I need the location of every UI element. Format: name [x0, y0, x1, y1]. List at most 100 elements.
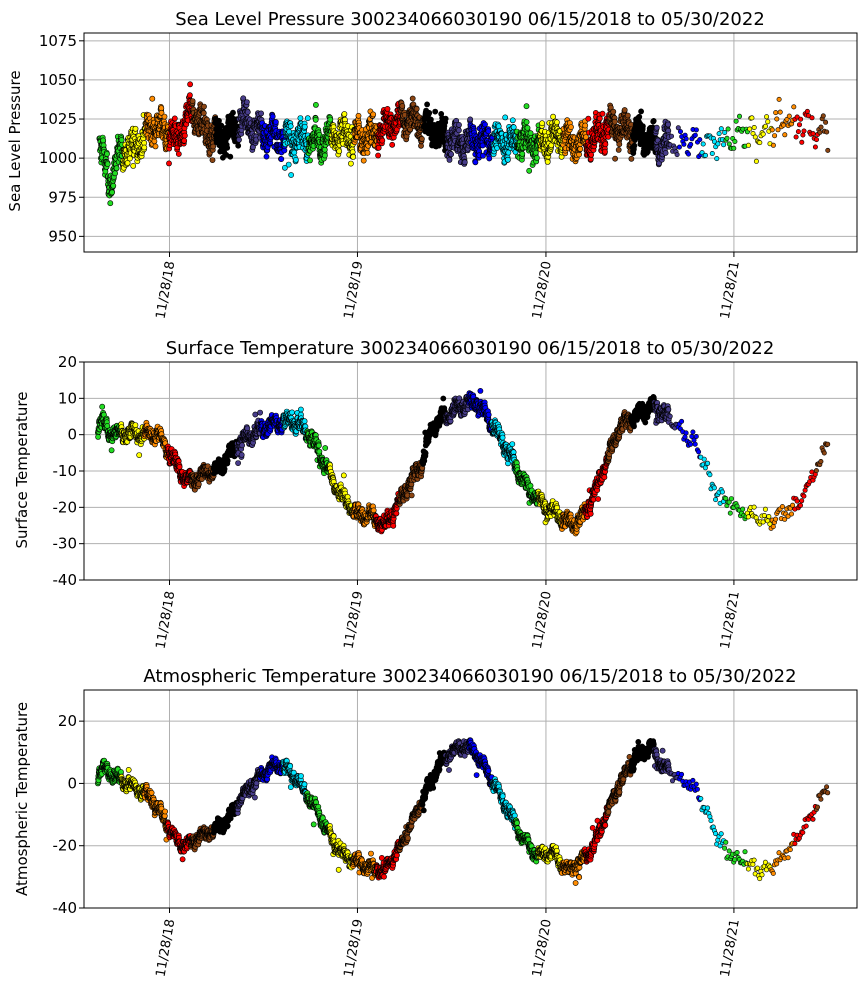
data-point: [599, 110, 606, 117]
data-point: [702, 152, 708, 158]
data-point: [568, 124, 574, 130]
data-point: [621, 107, 628, 113]
data-point: [688, 141, 694, 147]
panel-sea-level-pressure: Sea Level Pressure 300234066030190 06/15…: [6, 9, 858, 320]
data-point: [482, 121, 488, 128]
y-tick-label: -30: [53, 535, 78, 553]
data-point: [674, 152, 680, 158]
data-point: [772, 133, 778, 139]
data-point: [126, 155, 133, 162]
data-point: [721, 142, 727, 148]
data-point: [446, 156, 453, 163]
data-point: [818, 124, 824, 130]
y-tick-label: -20: [53, 498, 78, 516]
data-point: [683, 136, 689, 142]
data-point: [769, 127, 775, 133]
data-point: [752, 134, 758, 140]
data-point: [278, 156, 285, 162]
data-point: [662, 150, 669, 156]
data-point: [653, 124, 660, 131]
y-tick-label: 20: [58, 353, 77, 371]
data-point: [610, 108, 617, 115]
data-point: [124, 160, 131, 166]
data-point: [793, 134, 799, 140]
y-tick-label: 1025: [39, 110, 77, 128]
data-point: [650, 118, 657, 124]
data-point: [732, 139, 738, 145]
data-point: [524, 125, 531, 131]
y-tick-label: 975: [48, 188, 77, 206]
data-point: [221, 466, 228, 472]
data-point: [442, 115, 449, 122]
y-axis-label: Surface Temperature: [13, 392, 31, 549]
data-point: [287, 123, 294, 130]
y-tick-label: -10: [53, 462, 78, 480]
data-point: [181, 137, 188, 144]
data-point: [532, 149, 539, 156]
data-point: [307, 157, 313, 164]
data-point: [777, 109, 783, 115]
data-point: [534, 154, 540, 161]
data-point: [200, 110, 207, 116]
data-point: [269, 113, 276, 120]
data-point: [236, 136, 242, 143]
data-point: [364, 149, 371, 156]
data-point: [812, 144, 818, 150]
data-point: [399, 103, 406, 109]
y-tick-label: 1050: [39, 71, 77, 89]
data-point: [602, 148, 608, 155]
data-point: [100, 137, 107, 144]
data-point: [291, 149, 298, 156]
data-point: [224, 144, 231, 151]
data-point: [736, 113, 742, 119]
data-point: [187, 81, 193, 88]
data-point: [315, 442, 322, 449]
data-point: [801, 128, 807, 134]
data-point: [418, 135, 425, 142]
data-point: [104, 151, 110, 157]
data-point: [427, 116, 434, 123]
data-point: [519, 150, 526, 157]
data-point: [665, 121, 671, 128]
data-point: [227, 153, 234, 160]
data-point: [725, 126, 731, 132]
data-point: [770, 142, 776, 148]
data-point: [322, 445, 329, 451]
data-point: [585, 115, 592, 122]
data-point: [379, 137, 386, 144]
data-point: [257, 409, 263, 416]
data-point: [523, 119, 530, 125]
data-point: [141, 144, 148, 151]
data-point: [301, 418, 308, 425]
data-point: [781, 122, 787, 128]
data-point: [774, 116, 780, 122]
data-point: [786, 113, 792, 119]
data-point: [152, 143, 159, 150]
data-point: [235, 142, 242, 149]
data-point: [765, 119, 771, 125]
chart-title: Sea Level Pressure 300234066030190 06/15…: [175, 9, 765, 30]
data-point: [612, 155, 618, 162]
data-point: [820, 113, 826, 119]
data-point: [782, 132, 788, 138]
data-point: [341, 111, 348, 117]
data-point: [166, 160, 172, 167]
data-point: [297, 115, 304, 121]
data-point: [644, 148, 651, 155]
data-point: [285, 161, 292, 168]
data-point: [681, 141, 687, 147]
data-point: [132, 125, 139, 132]
data-point: [448, 151, 454, 158]
data-point: [810, 131, 816, 137]
data-point: [375, 152, 381, 159]
data-point: [636, 113, 643, 120]
chart-title: Surface Temperature 300234066030190 06/1…: [166, 338, 775, 359]
data-point: [722, 130, 728, 136]
data-point: [611, 118, 618, 125]
data-point: [523, 103, 530, 110]
data-point: [375, 144, 382, 151]
data-point: [461, 159, 468, 166]
